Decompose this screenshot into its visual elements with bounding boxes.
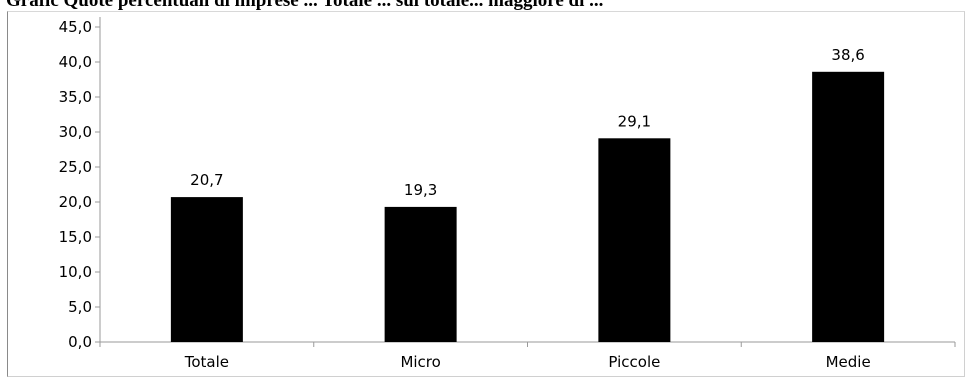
chart-area: [7, 11, 965, 377]
y-tick-label: 40,0: [59, 53, 92, 71]
data-label-micro: 19,3: [404, 181, 437, 199]
y-tick-label: 15,0: [59, 228, 92, 246]
category-label-micro: Micro: [400, 353, 440, 371]
y-tick-label: 10,0: [59, 263, 92, 281]
data-label-piccole: 29,1: [618, 112, 651, 130]
bar-micro: [384, 206, 457, 342]
category-label-piccole: Piccole: [608, 353, 660, 371]
data-label-totale: 20,7: [190, 171, 223, 189]
y-tick-label: 5,0: [68, 298, 92, 316]
y-tick-label: 45,0: [59, 18, 92, 36]
bar-piccole: [598, 138, 671, 342]
y-tick-label: 35,0: [59, 88, 92, 106]
chart-title: Grafic Quote percentuali di imprese ... …: [6, 0, 604, 11]
y-tick-label: 30,0: [59, 123, 92, 141]
bar-medie: [812, 71, 885, 343]
category-label-medie: Medie: [826, 353, 871, 371]
y-tick-label: 25,0: [59, 158, 92, 176]
data-label-medie: 38,6: [831, 46, 864, 64]
y-tick-label: 20,0: [59, 193, 92, 211]
category-label-totale: Totale: [184, 353, 229, 371]
bar-totale: [170, 197, 243, 342]
y-tick-label: 0,0: [68, 333, 92, 351]
